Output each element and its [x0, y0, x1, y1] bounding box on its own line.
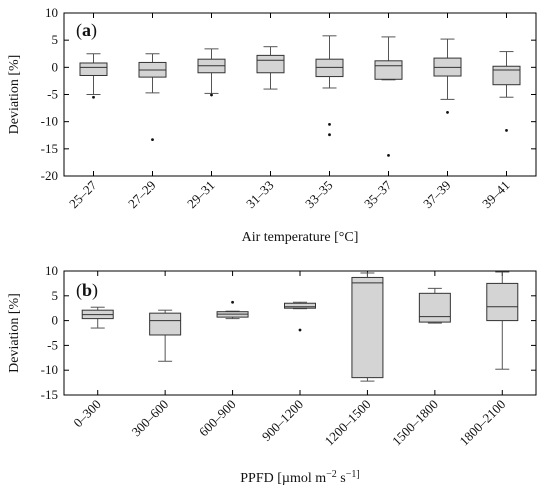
y-axis-label: Deviation [%] [7, 55, 22, 135]
box-iqr [418, 292, 451, 323]
y-tick-label: -20 [41, 168, 58, 183]
plot-frame [63, 270, 537, 396]
x-tick-label: 1200–1500 [322, 397, 374, 449]
box-item [256, 46, 285, 90]
box-item [374, 36, 403, 157]
outlier-point [328, 122, 331, 126]
y-tick-label: 5 [52, 32, 59, 47]
box-item [486, 271, 519, 370]
x-tick-label: 600–900 [196, 397, 239, 440]
outlier-point [505, 128, 508, 132]
outlier-point [298, 328, 302, 332]
x-tick-label: 31–33 [243, 178, 277, 212]
box-iqr [486, 282, 519, 322]
plot-frame [63, 12, 537, 177]
panel-label: (a) [76, 20, 97, 41]
box-item [149, 309, 182, 362]
outlier-point [92, 95, 95, 99]
outlier-point [446, 111, 449, 114]
outlier-point [210, 93, 213, 97]
box-iqr [79, 62, 108, 76]
outlier-point [151, 138, 154, 141]
box-iqr [149, 312, 182, 336]
box-item [81, 306, 114, 329]
x-tick-label: 1500–1800 [389, 397, 441, 449]
y-tick-label: 0 [52, 59, 59, 74]
panel-a: 10 5 0 -5 -10 -15 -20 25–27 27–29 29–31 31–33 33–35… [7, 5, 537, 245]
x-tick-label: 27–29 [125, 178, 159, 212]
box-iqr [374, 60, 403, 80]
box-iqr [256, 54, 285, 74]
box-item [284, 301, 316, 332]
x-axis-label: PPFD [µmol m−2 s−1] [240, 469, 359, 487]
panel-b: 10 5 0 -5 -10 -15 0–300 300–600 600–900 900–1200 1… [7, 263, 537, 487]
x-tick-label: 39–41 [479, 178, 513, 212]
outlier-point [328, 133, 331, 137]
x-axis-label: Air temperature [°C] [242, 230, 359, 245]
y-tick-label: -10 [41, 362, 58, 377]
x-tick-label: 33–35 [302, 178, 336, 212]
box-item [433, 38, 462, 114]
y-tick-label: -15 [41, 387, 58, 402]
y-tick-label: -5 [47, 87, 58, 102]
x-tick-label: 29–31 [184, 178, 218, 212]
y-tick-label: -5 [47, 337, 58, 352]
x-tick-label: 37–39 [420, 178, 454, 212]
box-item [418, 287, 451, 324]
box-item [216, 300, 249, 320]
x-tick-label: 35–37 [361, 177, 395, 211]
box-iqr [315, 58, 344, 78]
y-tick-label: 0 [52, 313, 59, 328]
box-item [197, 48, 226, 97]
box-iqr [351, 276, 384, 379]
y-axis-label: Deviation [%] [7, 293, 22, 373]
y-tick-label: -15 [41, 141, 58, 156]
y-tick-label: 10 [45, 5, 58, 20]
panel-label: (b) [76, 280, 98, 301]
y-tick-label: 10 [45, 263, 58, 278]
y-tick-label: 5 [52, 288, 59, 303]
box-item [138, 53, 167, 141]
box-iqr [284, 302, 316, 309]
x-tick-label: 1800–2100 [456, 397, 508, 449]
x-tick-label: 900–1200 [259, 397, 306, 444]
y-tick-label: -10 [41, 114, 58, 129]
box-item [79, 53, 108, 99]
box-iqr [492, 65, 521, 86]
box-item [351, 272, 384, 382]
x-tick-label: 300–600 [128, 397, 171, 440]
x-tick-label: 25–27 [66, 177, 100, 211]
outlier-point [231, 300, 234, 304]
box-item [492, 51, 521, 132]
outlier-point [387, 153, 390, 157]
x-tick-label: 0–300 [70, 397, 104, 431]
box-item [315, 35, 344, 137]
